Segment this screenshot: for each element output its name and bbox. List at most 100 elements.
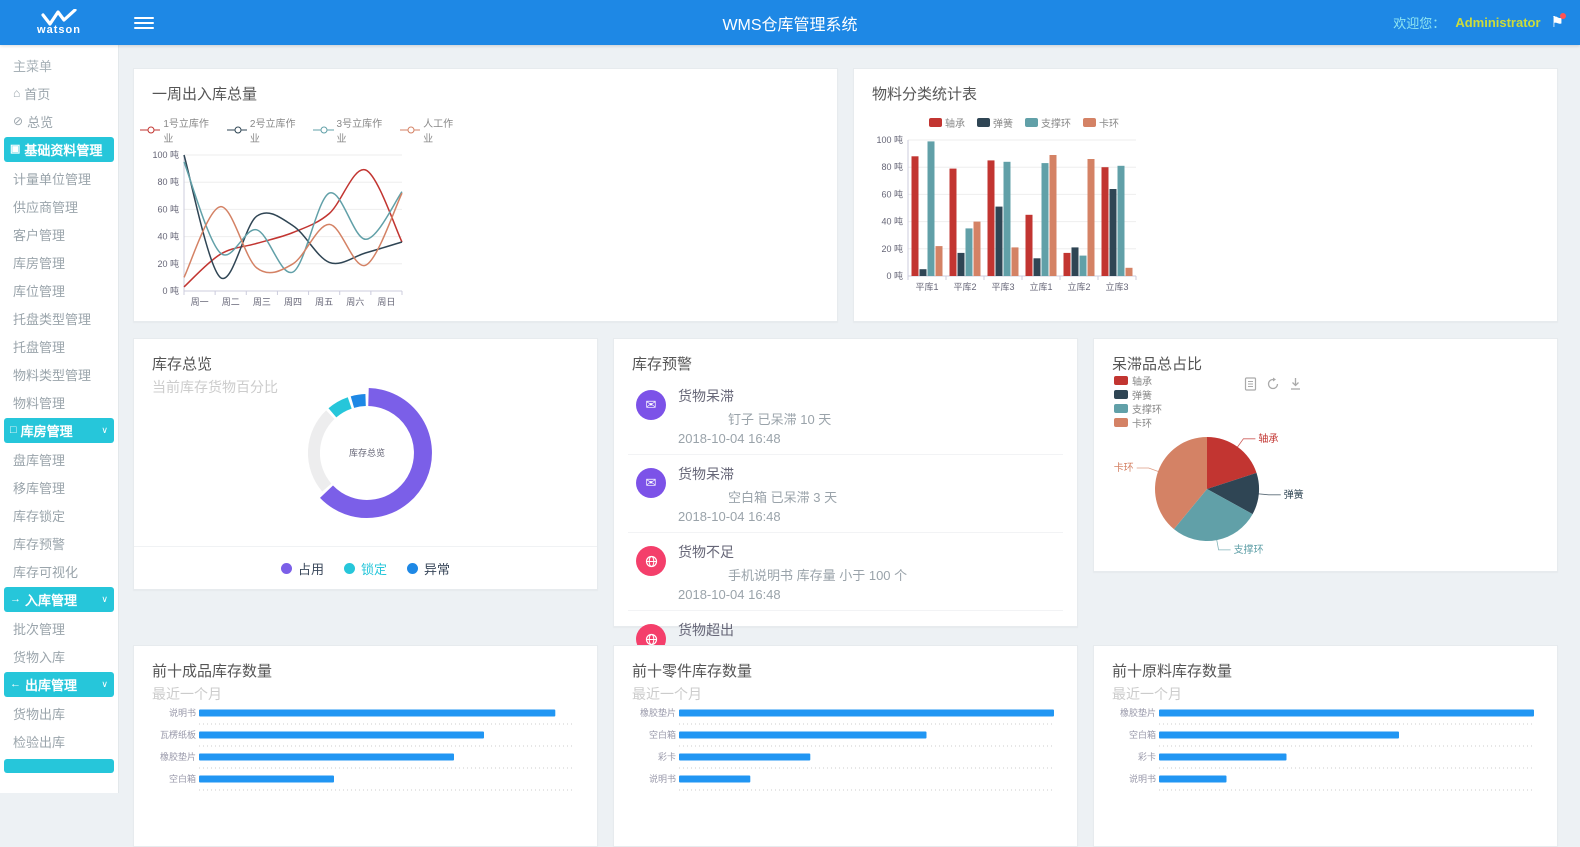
sidebar-item-3[interactable]: 计量单位管理	[0, 164, 118, 192]
home-icon: ⌂	[13, 86, 21, 100]
legend-item-轴承[interactable]: 轴承	[1114, 373, 1162, 388]
stagnant-pie-chart: 轴承 弹簧 支撑环 卡环	[1094, 429, 1555, 574]
alert-title: 货物超出	[678, 622, 734, 638]
svg-text:说明书: 说明书	[169, 707, 196, 718]
sidebar-item-6[interactable]: 库房管理	[0, 248, 118, 276]
folder-icon: ▣	[10, 143, 21, 155]
sidebar-item-10[interactable]: 物料类型管理	[0, 360, 118, 388]
sidebar-item-22[interactable]: 货物出库	[0, 699, 118, 727]
alert-item-2: 货物不足 手机说明书 库存量 小于 100 个 2018-10-04 16:48	[628, 533, 1063, 611]
sidebar-item-20[interactable]: 货物入库	[0, 642, 118, 670]
svg-text:100 吨: 100 吨	[876, 134, 903, 145]
svg-text:轴承: 轴承	[1258, 432, 1278, 445]
legend-dot	[280, 562, 292, 574]
outbound-icon: ←	[10, 678, 21, 690]
sidebar-item-label: 货物入库	[13, 649, 66, 665]
svg-text:立库1: 立库1	[1029, 281, 1052, 292]
sidebar-item-label: 库存预警	[13, 536, 66, 552]
alert-timestamp: 2018-10-04 16:48	[678, 431, 781, 446]
username[interactable]: Administrator	[1455, 15, 1541, 30]
welcome-label: 欢迎您：	[1393, 16, 1446, 31]
sidebar-item-1[interactable]: ⊘ 总览	[0, 107, 118, 135]
svg-text:立库3: 立库3	[1105, 281, 1128, 292]
sidebar: 主菜单 ⌂ 首页 ⊘ 总览 ▣ 基础资料管理 计量单位管理 供应商管理 客户管理 库房管理 库位管理…	[0, 45, 119, 793]
sidebar-item-label: 入库管理	[25, 593, 78, 608]
sidebar-item-label: 计量单位管理	[13, 171, 92, 187]
sidebar-item-5[interactable]: 客户管理	[0, 220, 118, 248]
legend-item-支撑环[interactable]: 支撑环	[1025, 115, 1071, 130]
legend-item-3号立库作业[interactable]: 3号立库作业	[313, 115, 388, 145]
sidebar-item-8[interactable]: 托盘类型管理	[0, 304, 118, 332]
legend-item-支撑环[interactable]: 支撑环	[1114, 401, 1162, 416]
sidebar-item-18[interactable]: → 入库管理 ∨	[4, 587, 114, 612]
svg-text:空白箱: 空白箱	[169, 773, 196, 784]
chart-legend: 1号立库作业 2号立库作业 3号立库作业 人工作业	[140, 115, 460, 145]
legend-label: 1号立库作业	[163, 119, 209, 145]
legend-item-锁定[interactable]: 锁定	[343, 559, 387, 578]
legend-swatch	[1025, 118, 1038, 127]
envelope-icon: ✉	[636, 390, 666, 420]
data-view-icon[interactable]	[1244, 377, 1257, 391]
sidebar-item-13[interactable]: 盘库管理	[0, 445, 118, 473]
legend-item-2号立库作业[interactable]: 2号立库作业	[226, 115, 302, 145]
legend-swatch	[1114, 389, 1128, 399]
legend-label: 轴承	[1132, 376, 1152, 388]
svg-text:周三: 周三	[253, 297, 271, 307]
svg-text:周六: 周六	[346, 296, 364, 307]
sidebar-item-9[interactable]: 托盘管理	[0, 332, 118, 360]
sidebar-item-7[interactable]: 库位管理	[0, 276, 118, 304]
alert-title: 货物呆滞	[678, 388, 734, 404]
sidebar-item-11[interactable]: 物料管理	[0, 388, 118, 416]
legend-swatch	[1083, 118, 1096, 127]
download-icon[interactable]	[1289, 377, 1302, 391]
svg-text:平库3: 平库3	[991, 281, 1014, 292]
legend-dot	[407, 562, 418, 574]
sidebar-item-2[interactable]: ▣ 基础资料管理	[4, 137, 114, 162]
sidebar-item-14[interactable]: 移库管理	[0, 473, 118, 501]
legend-item-1号立库作业[interactable]: 1号立库作业	[140, 115, 215, 145]
sidebar-item-4[interactable]: 供应商管理	[0, 192, 118, 220]
sidebar-item-17[interactable]: 库存可视化	[0, 557, 118, 585]
alert-title: 货物不足	[678, 544, 734, 560]
chevron-down-icon: ∨	[101, 594, 108, 604]
sidebar-item-21[interactable]: ← 出库管理 ∨	[4, 672, 114, 697]
sidebar-item-partial[interactable]	[4, 759, 114, 773]
alert-item-1: ✉ 货物呆滞 空白箱 已呆滞 3 天 2018-10-04 16:48	[628, 455, 1063, 533]
card-title: 前十零件库存数量	[632, 663, 753, 680]
sidebar-item-15[interactable]: 库存锁定	[0, 501, 118, 529]
legend-item-弹簧[interactable]: 弹簧	[1114, 387, 1162, 402]
svg-text:60 吨: 60 吨	[881, 188, 903, 199]
sidebar-item-12[interactable]: □ 库房管理 ∨	[4, 418, 114, 443]
chevron-down-icon: ∨	[101, 425, 108, 435]
parts-hbar-chart: 橡胶垫片 空白箱 彩卡 说明书	[622, 704, 1069, 844]
sidebar-item-16[interactable]: 库存预警	[0, 529, 118, 557]
legend-item-卡环[interactable]: 卡环	[1083, 115, 1119, 130]
sidebar-item-label: 托盘类型管理	[13, 311, 92, 327]
flag-notification-icon[interactable]: ⚑	[1550, 13, 1566, 31]
menu-toggle-icon[interactable]	[134, 14, 154, 32]
legend-item-异常[interactable]: 异常	[407, 559, 450, 578]
material-bar-chart: 轴承 弹簧 支撑环 卡环 0 吨 20 吨 40 吨 60 吨 80 吨 100 吨平库1 平库2 平…	[864, 115, 1184, 315]
sidebar-item-19[interactable]: 批次管理	[0, 614, 118, 642]
legend-marker	[140, 126, 161, 134]
sidebar-item-0[interactable]: ⌂ 首页	[0, 79, 118, 107]
legend-item-卡环[interactable]: 卡环	[1114, 415, 1162, 430]
svg-text:20 吨: 20 吨	[157, 258, 179, 269]
legend-item-轴承[interactable]: 轴承	[929, 115, 965, 130]
alert-list: ✉ 货物呆滞 钉子 已呆滞 10 天 2018-10-04 16:48 ✉ 货物呆滞 空白箱…	[628, 377, 1063, 688]
envelope-icon: ✉	[636, 468, 666, 498]
card-inventory-overview: 库存总览 当前库存货物百分比 库存总览 占用 锁定 异常	[133, 338, 598, 590]
legend-item-占用[interactable]: 占用	[280, 559, 324, 578]
sidebar-item-23[interactable]: 检验出库	[0, 727, 118, 755]
card-title: 库存总览	[152, 356, 213, 373]
chart-toolbox	[1244, 377, 1302, 391]
svg-text:40 吨: 40 吨	[157, 231, 179, 242]
card-material-category-stats: 物料分类统计表 轴承 弹簧 支撑环 卡环 0 吨 20 吨 40 吨 60 吨 80 吨 100 …	[853, 68, 1558, 322]
svg-text:彩卡: 彩卡	[658, 751, 676, 762]
alert-message: 手机说明书 库存量 小于 100 个	[728, 568, 908, 583]
svg-text:橡胶垫片: 橡胶垫片	[640, 707, 676, 718]
refresh-icon[interactable]	[1266, 377, 1280, 391]
legend-item-人工作业[interactable]: 人工作业	[399, 115, 460, 145]
legend-label: 异常	[424, 561, 451, 577]
legend-item-弹簧[interactable]: 弹簧	[977, 115, 1013, 130]
